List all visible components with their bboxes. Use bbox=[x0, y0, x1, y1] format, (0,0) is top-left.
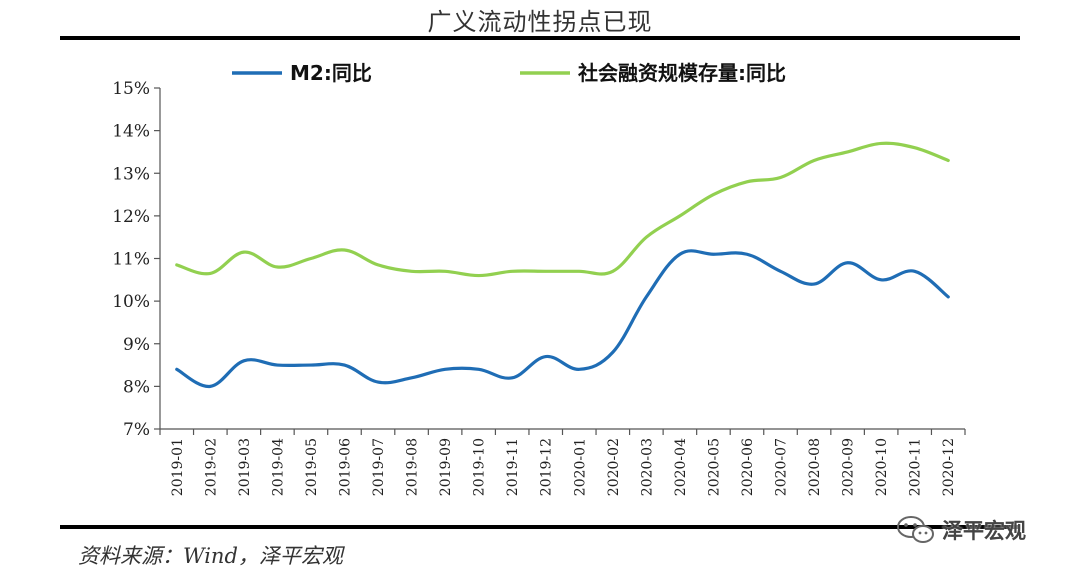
x-tick-label: 2020-05 bbox=[706, 438, 722, 496]
x-tick-label: 2019-03 bbox=[237, 438, 253, 496]
x-tick-label: 2020-11 bbox=[908, 438, 924, 496]
x-tick-label: 2020-08 bbox=[807, 438, 823, 496]
x-tick-label: 2020-02 bbox=[606, 438, 622, 496]
series-lines bbox=[175, 141, 950, 388]
data-point bbox=[913, 146, 916, 149]
data-point bbox=[276, 266, 279, 268]
x-tick-label: 2019-01 bbox=[170, 438, 186, 496]
x-tick-label: 2020-09 bbox=[841, 438, 857, 496]
data-point bbox=[779, 176, 782, 179]
y-tick-label: 12% bbox=[112, 207, 150, 227]
data-point bbox=[947, 296, 950, 298]
data-point bbox=[477, 274, 480, 277]
data-point bbox=[612, 351, 614, 354]
x-tick-label: 2019-08 bbox=[405, 438, 421, 496]
data-point bbox=[578, 270, 581, 273]
y-axis: 7% 8% 9% 10% 11% 12% 13% 14% 15% bbox=[112, 79, 161, 440]
data-point bbox=[243, 360, 245, 362]
x-tick-label: 2019-10 bbox=[472, 438, 488, 496]
legend: M2:同比 社会融资规模存量:同比 bbox=[232, 61, 786, 85]
data-point bbox=[276, 364, 279, 366]
wechat-icon bbox=[897, 516, 934, 543]
data-point bbox=[880, 142, 882, 145]
x-tick-label: 2019-05 bbox=[304, 438, 320, 496]
data-point bbox=[712, 193, 715, 196]
x-tick-label: 2019-04 bbox=[270, 438, 286, 496]
data-point bbox=[377, 264, 379, 266]
y-tick-label: 11% bbox=[112, 250, 150, 270]
data-point bbox=[746, 253, 748, 256]
data-point bbox=[343, 364, 346, 366]
x-tick-label: 2019-11 bbox=[505, 438, 521, 496]
x-tick-label: 2019-02 bbox=[203, 438, 219, 496]
data-point bbox=[645, 236, 648, 238]
data-point bbox=[913, 270, 916, 273]
data-point bbox=[243, 251, 245, 253]
data-point bbox=[880, 279, 882, 281]
legend-label: 社会融资规模存量:同比 bbox=[577, 61, 786, 85]
y-tick-label: 8% bbox=[123, 377, 150, 397]
data-point bbox=[813, 159, 815, 162]
x-tick-label: 2020-04 bbox=[673, 438, 689, 496]
x-tick-label: 2020-07 bbox=[774, 438, 790, 496]
x-tick-label: 2020-10 bbox=[874, 438, 890, 496]
x-tick-label: 2020-03 bbox=[639, 438, 655, 496]
x-tick-label: 2019-09 bbox=[438, 438, 454, 496]
y-tick-label: 14% bbox=[112, 122, 150, 142]
data-point bbox=[846, 151, 849, 153]
data-point bbox=[444, 270, 446, 273]
data-point bbox=[175, 264, 178, 266]
data-point bbox=[410, 270, 413, 273]
data-point bbox=[813, 283, 815, 285]
y-tick-label: 13% bbox=[112, 164, 150, 184]
x-tick-label: 2019-06 bbox=[337, 438, 353, 496]
x-tick-label: 2019-12 bbox=[539, 438, 555, 496]
bottom-divider bbox=[60, 525, 1020, 529]
data-point bbox=[209, 385, 212, 388]
data-point bbox=[846, 261, 849, 264]
data-point bbox=[612, 270, 614, 273]
data-point bbox=[410, 377, 413, 379]
watermark: 泽平宏观 bbox=[896, 512, 1056, 548]
data-point bbox=[511, 377, 513, 379]
x-tick-label: 2020-12 bbox=[941, 438, 957, 496]
watermark-text: 泽平宏观 bbox=[942, 519, 1026, 543]
x-axis: 2019-01 2019-02 2019-03 2019-04 2019-05 2019-… bbox=[159, 428, 966, 496]
data-point bbox=[477, 368, 480, 371]
data-point bbox=[310, 364, 312, 366]
data-point bbox=[377, 381, 379, 383]
data-point bbox=[511, 270, 513, 273]
data-point bbox=[544, 355, 547, 358]
data-point bbox=[746, 180, 748, 183]
data-point bbox=[175, 368, 178, 371]
data-point bbox=[679, 253, 681, 256]
series-line-social-financing bbox=[175, 141, 950, 278]
series-line-m2 bbox=[175, 249, 950, 388]
y-tick-label: 10% bbox=[112, 292, 150, 312]
data-point bbox=[310, 257, 312, 260]
data-point bbox=[544, 270, 547, 273]
x-tick-label: 2020-06 bbox=[740, 438, 756, 496]
data-point bbox=[679, 215, 681, 217]
data-point bbox=[947, 159, 950, 162]
x-tick-label: 2020-01 bbox=[572, 438, 588, 496]
data-point bbox=[444, 368, 446, 371]
top-divider bbox=[60, 36, 1020, 40]
data-point bbox=[578, 368, 581, 371]
x-tick-label: 2019-07 bbox=[371, 438, 387, 496]
data-point bbox=[712, 253, 715, 256]
source-note: 资料来源：Wind，泽平宏观 bbox=[78, 544, 343, 568]
y-tick-label: 7% bbox=[123, 420, 150, 440]
page-title: 广义流动性拐点已现 bbox=[427, 8, 653, 36]
data-point bbox=[343, 249, 346, 251]
y-tick-label: 15% bbox=[112, 79, 150, 99]
data-point bbox=[645, 296, 648, 298]
data-point bbox=[779, 270, 782, 273]
line-chart: 7%8%9%10%11%12%13%14%15% 2019-01 2019-02 2… bbox=[112, 61, 966, 496]
y-tick-label: 9% bbox=[123, 335, 150, 355]
legend-label: M2:同比 bbox=[290, 61, 372, 85]
data-point bbox=[209, 272, 212, 275]
